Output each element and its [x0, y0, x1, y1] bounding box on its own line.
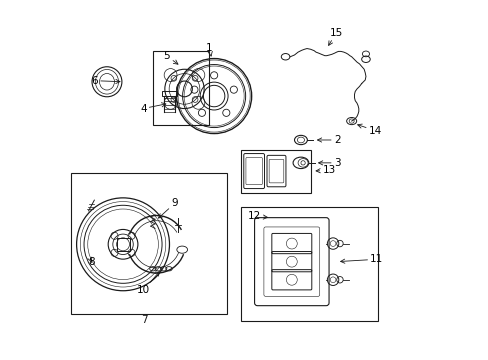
Bar	[241, 150, 310, 193]
Bar	[162, 91, 176, 96]
Text: 7: 7	[141, 315, 147, 325]
Text: 2: 2	[317, 135, 340, 145]
Text: 4: 4	[140, 103, 165, 113]
Bar	[71, 173, 226, 314]
Text: 14: 14	[357, 124, 381, 136]
Text: 12: 12	[247, 211, 267, 221]
Text: 13: 13	[315, 165, 335, 175]
Text: 9: 9	[158, 198, 178, 218]
Text: 5: 5	[163, 51, 178, 64]
Text: 6: 6	[91, 76, 120, 86]
Text: 8: 8	[88, 257, 95, 267]
Bar	[153, 51, 208, 125]
Bar	[241, 207, 378, 321]
Text: 1: 1	[206, 43, 212, 56]
Text: 3: 3	[318, 158, 340, 168]
Text: 11: 11	[340, 254, 383, 264]
Bar	[116, 238, 129, 251]
Text: 15: 15	[328, 28, 342, 45]
Text: 10: 10	[137, 271, 159, 295]
